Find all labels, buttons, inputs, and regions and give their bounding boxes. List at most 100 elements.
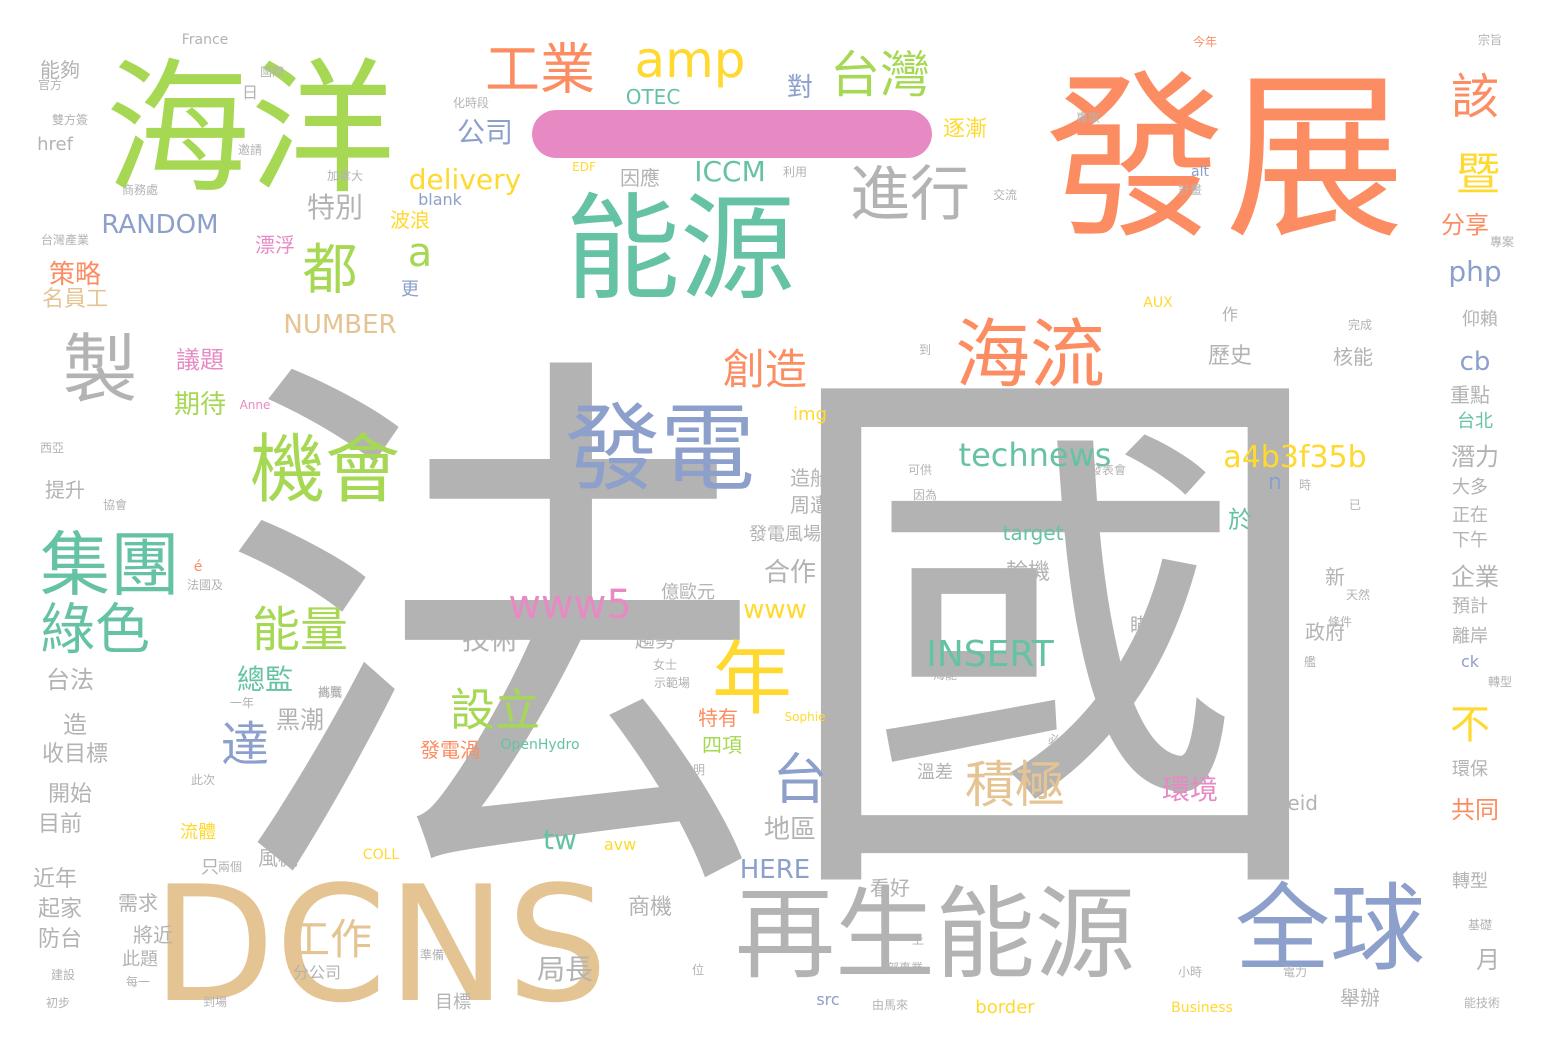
word: a <box>407 230 433 276</box>
word: 看好 <box>870 876 910 900</box>
word: 進行 <box>850 160 970 230</box>
word: 目標 <box>435 992 471 1013</box>
word: 宗旨 <box>1477 33 1503 47</box>
word: 天然 <box>1345 588 1371 602</box>
word: www5 <box>508 582 632 628</box>
word: 分公司 <box>292 963 342 982</box>
word: 機會 <box>249 425 401 514</box>
word: 特別 <box>306 191 364 224</box>
word: Business <box>1171 1000 1233 1016</box>
word: 位 <box>691 963 705 977</box>
word: 今年 <box>1192 35 1218 49</box>
word: 電力 <box>1282 965 1308 979</box>
word: 需求 <box>118 891 158 915</box>
word: 台灣產業 <box>40 233 90 247</box>
word: 地區 <box>763 815 817 845</box>
word: 協會 <box>102 498 128 512</box>
word: 日 <box>241 83 259 102</box>
word: 建設 <box>50 968 76 982</box>
word: n <box>1268 470 1282 495</box>
word: 到場 <box>202 995 228 1009</box>
word: 環保 <box>1452 759 1488 780</box>
word: 潛力 <box>1451 443 1499 471</box>
word: 作 <box>1221 305 1239 324</box>
word: 分享 <box>1441 211 1489 239</box>
word: 技術 <box>461 623 519 656</box>
word: 新 <box>1325 565 1345 589</box>
word: 公司 <box>456 116 514 149</box>
word: 西亞 <box>39 441 65 455</box>
word: 說明 <box>680 763 706 777</box>
word: 能夠 <box>40 58 80 82</box>
word: 由馬來 <box>871 998 909 1012</box>
word: 邀請 <box>237 143 263 157</box>
word: 台北 <box>1457 411 1493 432</box>
word: 能源 <box>564 182 796 317</box>
word: 開始 <box>47 782 93 807</box>
word: blank <box>418 190 462 209</box>
word: 周遭 <box>790 493 830 517</box>
word: 發電風場 <box>749 524 821 545</box>
word: 離岸 <box>1452 626 1488 647</box>
word: 企業 <box>1451 563 1499 591</box>
word: avw <box>603 835 637 854</box>
word: 兩個 <box>217 860 243 874</box>
word: 法國 <box>215 314 1335 966</box>
word: 發表會 <box>1089 463 1127 477</box>
word: 官方 <box>37 78 63 92</box>
word: 海流 <box>954 310 1106 399</box>
word: 轉型 <box>1487 675 1513 689</box>
word: 對 <box>786 73 814 103</box>
word: 正在 <box>1452 505 1488 526</box>
word: 商務處 <box>121 183 159 197</box>
word: ICCM <box>694 155 766 188</box>
word: 暨 <box>1456 149 1500 200</box>
word: 因為 <box>912 488 938 502</box>
word: 轉型 <box>1452 871 1488 892</box>
word: 瞄準 <box>1130 613 1170 637</box>
word: Sophie <box>784 710 826 724</box>
word: img <box>793 404 827 425</box>
word: alt <box>1191 164 1209 180</box>
word: 商機 <box>627 895 673 920</box>
word: 台法 <box>46 666 94 694</box>
word: COLL <box>362 847 400 863</box>
word: 上 <box>911 933 925 947</box>
word: 到 <box>918 343 932 357</box>
word: 專案 <box>1489 235 1515 249</box>
word: src <box>816 990 840 1009</box>
word: 工業 <box>484 37 596 102</box>
word: 流體 <box>180 822 216 843</box>
word: 防台 <box>37 927 83 952</box>
word: 收目標 <box>41 742 109 767</box>
word: 該 <box>1442 71 1498 119</box>
word: 此題 <box>122 949 158 970</box>
word: 能量 <box>251 602 349 658</box>
word: 必須 <box>1047 733 1073 747</box>
word: 造船 <box>790 466 830 490</box>
word: 交流 <box>992 188 1018 202</box>
word: 月 <box>1476 946 1500 974</box>
word: 預計 <box>1452 596 1488 617</box>
word: 綠色 <box>39 597 151 662</box>
word: 每一 <box>125 975 151 989</box>
word: 議題 <box>176 346 224 374</box>
word: OpenHydro <box>500 737 580 753</box>
word: cb <box>1459 347 1491 377</box>
word: 目前 <box>37 812 83 837</box>
word: 輪機 <box>1005 560 1051 585</box>
word: php <box>1448 255 1502 288</box>
word: 已 <box>1348 498 1362 512</box>
word: tw <box>543 823 577 856</box>
word: 共同 <box>1451 796 1499 824</box>
word: 黑潮 <box>276 706 324 734</box>
word: href <box>37 134 73 155</box>
word: 台 <box>772 747 828 812</box>
word: 漂浮 <box>255 233 295 257</box>
highlight-bar <box>532 110 932 158</box>
word: 挑戰 <box>317 685 343 699</box>
word: 核能 <box>1333 345 1373 369</box>
word: 小時 <box>1177 965 1203 979</box>
word: 四項 <box>702 733 742 757</box>
word: 發電 <box>564 394 756 505</box>
